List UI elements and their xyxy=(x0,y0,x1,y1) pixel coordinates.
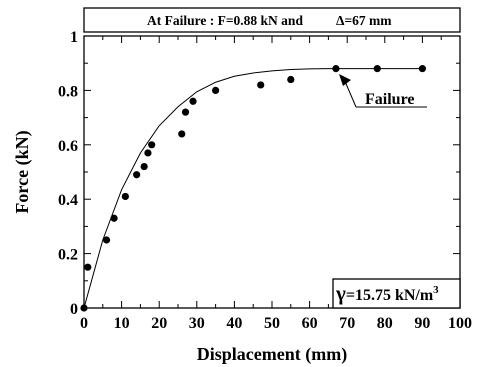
x-tick-label: 60 xyxy=(302,315,318,332)
y-tick-labels: 0 0.2 0.4 0.6 0.8 1 xyxy=(58,29,78,318)
failure-label: Failure xyxy=(365,91,414,108)
header-delta-text: Δ=67 mm xyxy=(336,13,392,28)
gamma-symbol: γ xyxy=(335,281,346,305)
data-point xyxy=(178,130,186,138)
data-point xyxy=(133,171,141,179)
x-tick-label: 20 xyxy=(151,315,167,332)
data-point xyxy=(121,192,129,201)
x-tick-label: 70 xyxy=(339,315,355,332)
data-point xyxy=(257,81,265,89)
plot-area xyxy=(83,35,461,309)
data-point xyxy=(212,86,220,94)
data-point xyxy=(84,263,92,271)
header-text: At Failure : F=0.88 kN and xyxy=(147,13,303,28)
x-tick-label: 100 xyxy=(448,315,472,332)
data-point xyxy=(332,65,340,73)
y-tick-label: 0.6 xyxy=(58,138,78,155)
x-tick-label: 50 xyxy=(264,315,280,332)
x-tick-label: 80 xyxy=(377,315,393,332)
y-tick-label: 0 xyxy=(70,301,78,318)
unit-weight-text: γ=15.75 kN/m3 xyxy=(335,281,439,305)
y-axis-title: Force (kN) xyxy=(12,130,33,213)
failure-annotation: Failure xyxy=(339,74,427,108)
x-tick-label: 10 xyxy=(114,315,130,332)
x-tick-label: 90 xyxy=(414,315,430,332)
data-point xyxy=(287,75,295,84)
data-point xyxy=(140,162,148,171)
data-point xyxy=(110,214,118,222)
x-tick-label: 30 xyxy=(189,315,205,332)
gamma-value: =15.75 kN/m xyxy=(346,287,434,304)
y-tick-label: 0.8 xyxy=(58,83,78,100)
header-box xyxy=(83,7,461,33)
data-point xyxy=(102,236,111,244)
data-point xyxy=(418,65,426,73)
data-point xyxy=(148,141,156,149)
x-tick-label: 40 xyxy=(226,315,242,332)
y-tick-label: 0.2 xyxy=(58,247,78,264)
data-point xyxy=(181,108,190,116)
y-tick-label: 0.4 xyxy=(58,192,78,209)
data-point xyxy=(80,304,88,312)
x-axis-title: Displacement (mm) xyxy=(197,344,347,365)
y-tick-label: 1 xyxy=(70,29,78,46)
unit-weight-box xyxy=(332,278,461,309)
data-point xyxy=(373,65,381,73)
failure-arrowhead xyxy=(339,74,351,86)
data-points xyxy=(80,65,426,312)
x-tick-labels: 0 10 20 30 40 50 60 70 80 90 100 xyxy=(80,315,472,332)
data-point xyxy=(189,97,197,105)
data-point xyxy=(144,149,152,157)
gamma-exponent: 3 xyxy=(433,284,439,296)
x-tick-label: 0 xyxy=(80,315,88,332)
